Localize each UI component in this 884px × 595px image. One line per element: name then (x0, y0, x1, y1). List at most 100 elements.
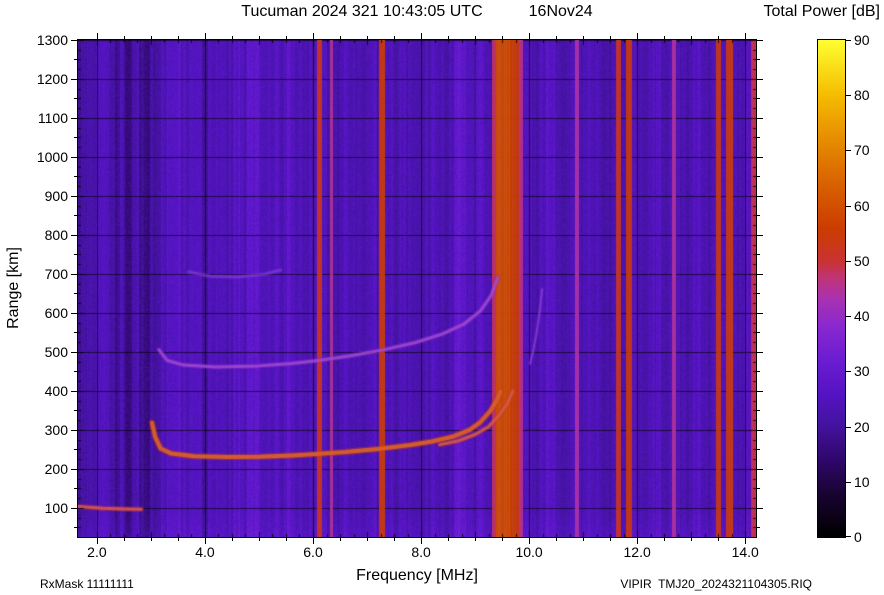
axis-tick (757, 235, 763, 236)
axis-tick (757, 527, 760, 528)
axis-tick (757, 410, 760, 411)
y-tick-label: 200 (44, 460, 68, 477)
axis-tick (757, 371, 760, 372)
axis-tick (757, 196, 763, 197)
axis-tick (502, 538, 503, 541)
x-tick-label: 12.0 (623, 544, 651, 560)
axis-tick (846, 150, 851, 151)
x-tick-label: 4.0 (195, 544, 215, 560)
axis-tick (556, 538, 557, 541)
axis-tick (583, 538, 584, 541)
x-tick-label: 6.0 (303, 544, 323, 560)
axis-tick (232, 538, 233, 541)
y-tick-label: 900 (44, 187, 68, 204)
plot-date: 16Nov24 (528, 3, 593, 20)
axis-tick (757, 313, 763, 314)
y-tick-label: 700 (44, 265, 68, 282)
axis-tick (205, 538, 206, 544)
y-tick-label: 300 (44, 421, 68, 438)
colorbar-tick-label: 40 (854, 308, 870, 325)
y-tick-label: 500 (44, 343, 68, 360)
plot-frame (77, 39, 757, 538)
axis-tick (757, 469, 763, 470)
y-tick-label: 1100 (37, 109, 68, 126)
axis-tick (757, 79, 763, 80)
axis-tick (757, 508, 763, 509)
x-axis-label: Frequency [MHz] (356, 567, 478, 584)
axis-tick (421, 538, 422, 544)
axis-tick (286, 538, 287, 541)
axis-tick (757, 59, 760, 60)
axis-tick (757, 332, 760, 333)
axis-tick (757, 254, 760, 255)
axis-tick (846, 95, 851, 96)
axis-tick (846, 536, 851, 537)
colorbar-tick-label: 20 (854, 418, 870, 435)
axis-tick (124, 538, 125, 541)
axis-tick (757, 176, 760, 177)
axis-tick (846, 482, 851, 483)
axis-tick (846, 316, 851, 317)
axis-tick (637, 538, 638, 544)
y-tick-label: 400 (44, 382, 68, 399)
axis-tick (757, 449, 760, 450)
colorbar-tick-label: 0 (854, 529, 862, 545)
colorbar-tick-label: 70 (854, 142, 870, 159)
axis-tick (448, 538, 449, 541)
colorbar-tick-label: 10 (854, 473, 870, 490)
axis-tick (757, 488, 760, 489)
colorbar-tick-label: 90 (854, 32, 870, 48)
axis-tick (757, 391, 763, 392)
y-tick-label: 600 (44, 304, 68, 321)
ionogram-heatmap-canvas (78, 40, 756, 537)
axis-tick (610, 538, 611, 541)
colorbar-title: Total Power [dB] (763, 3, 881, 20)
title-row: Tucuman 2024 321 10:43:05 UTC 16Nov24 (77, 3, 757, 21)
axis-tick (757, 157, 763, 158)
y-tick-label: 1200 (36, 70, 68, 87)
axis-tick (475, 538, 476, 541)
axis-tick (757, 98, 760, 99)
axis-tick (340, 538, 341, 541)
axis-tick (757, 430, 763, 431)
axis-tick (664, 538, 665, 541)
x-tick-label: 10.0 (515, 544, 543, 560)
axis-tick (691, 538, 692, 541)
y-axis-label: Range [km] (5, 247, 22, 329)
x-tick-label: 14.0 (731, 544, 759, 560)
axis-tick (757, 274, 763, 275)
y-tick-label: 800 (44, 226, 68, 243)
axis-tick (757, 137, 760, 138)
axis-tick (97, 538, 98, 544)
axis-tick (757, 40, 763, 41)
axis-tick (718, 538, 719, 541)
colorbar-canvas (818, 40, 845, 537)
file-name-label: VIPIR TMJ20_2024321104305.RIQ (620, 577, 812, 591)
axis-tick (151, 538, 152, 541)
axis-tick (745, 538, 746, 544)
plot-title: Tucuman 2024 321 10:43:05 UTC (241, 3, 483, 20)
axis-tick (846, 427, 851, 428)
axis-tick (757, 215, 760, 216)
axis-tick (394, 538, 395, 541)
axis-tick (178, 538, 179, 541)
y-tick-label: 100 (44, 499, 68, 516)
x-tick-label: 8.0 (411, 544, 431, 560)
axis-tick (846, 206, 851, 207)
colorbar-tick-label: 50 (854, 252, 870, 269)
axis-tick (846, 261, 851, 262)
axis-tick (846, 371, 851, 372)
axis-tick (313, 538, 314, 544)
colorbar-frame (817, 39, 846, 538)
axis-tick (259, 538, 260, 541)
colorbar-tick-label: 80 (854, 87, 870, 104)
axis-tick (757, 118, 763, 119)
x-tick-label: 2.0 (87, 544, 107, 560)
y-tick-label: 1300 (36, 32, 68, 48)
axis-tick (846, 40, 851, 41)
axis-tick (529, 538, 530, 544)
colorbar-tick-label: 60 (854, 197, 870, 214)
colorbar-tick-label: 30 (854, 363, 870, 380)
y-tick-label: 1000 (36, 148, 68, 165)
